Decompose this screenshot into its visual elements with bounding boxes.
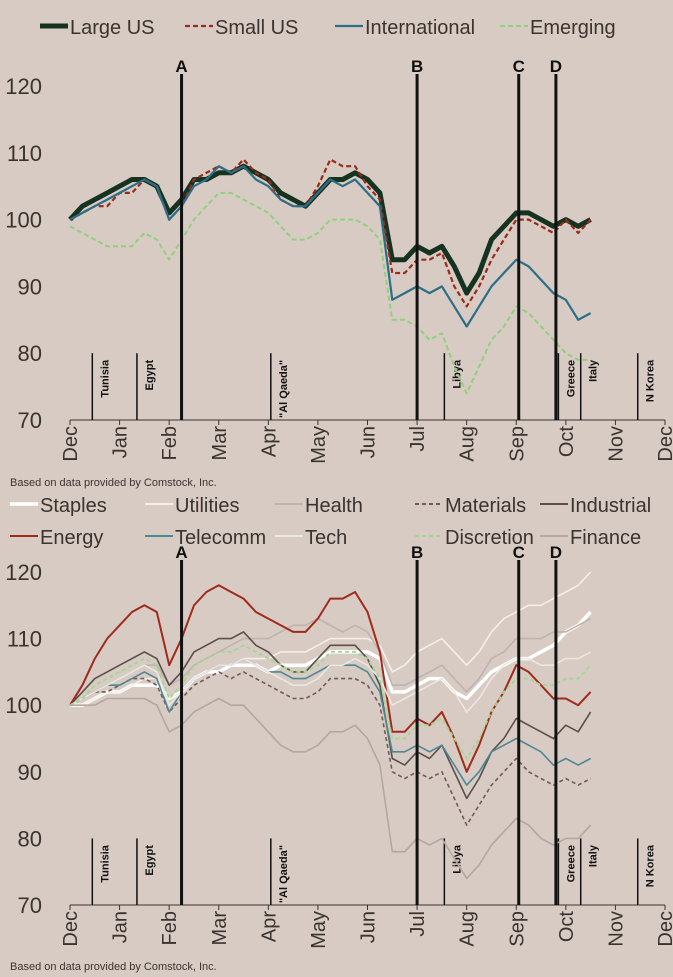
x-tick-label: Jun [358,911,380,943]
series-line-emerging [69,191,591,395]
x-tick-label: May [308,911,330,949]
x-tick-label: Aug [457,426,479,462]
x-tick-label: Aug [457,911,479,947]
event-label-b: B [411,57,423,76]
legend-label-materials: Materials [445,495,526,517]
y-tick-label: 70 [18,893,42,918]
event-label-d: D [550,543,562,562]
series-line-industrial [69,631,592,800]
legend-label-international: International [365,17,475,39]
legend-label-energy: Energy [40,527,103,549]
legend-label-tech: Tech [305,527,347,549]
legend-label-health: Health [305,495,363,517]
chart-panel-1: Large US Small US International Emerging 70 8… [5,17,673,489]
annotation-tunisia: Tunisia [99,844,111,883]
legend-label-discretion: Discretion [445,527,534,549]
annotation-italy: Italy [588,359,600,382]
x-tick-label: Jul [407,911,429,937]
x-tick-label: Jan [110,911,132,943]
annotation-egypt: Egypt [144,360,156,391]
legend-label-utilities: Utilities [175,495,239,517]
series-line-finance [70,697,592,880]
event-label-a: A [175,57,187,76]
legend-label-small-us: Small US [215,17,298,39]
annotation-al-qaeda: "Al Qaeda" [278,845,290,903]
event-label-c: C [513,57,525,76]
legend-label-staples: Staples [40,495,107,517]
source-note: Based on data provided by Comstock, Inc. [10,477,217,489]
annotation-libya: Libya [451,844,463,874]
event-label-c: C [513,543,525,562]
annotation-greece: Greece [565,845,577,882]
x-tick-label: Dec [655,911,673,947]
series-line-materials [69,671,591,826]
y-tick-label: 80 [18,341,42,366]
x-tick-label: Oct [556,911,578,943]
x-tick-label: Sep [506,911,528,947]
annotation-n-korea: N Korea [645,844,657,887]
x-tick-label: Mar [209,426,231,461]
y-tick-label: 90 [18,274,42,299]
event-label-d: D [550,57,562,76]
legend-label-industrial: Industrial [570,495,651,517]
x-tick-label: Nov [605,426,627,462]
series-line-international [69,165,592,328]
event-label-b: B [411,543,423,562]
y-tick-label: 120 [5,560,42,585]
annotation-egypt: Egypt [144,845,156,876]
x-tick-label: Jul [407,426,429,452]
x-tick-label: Sep [506,426,528,462]
chart-panel-2: Staples Utilities Health Materials Industria… [5,495,673,973]
x-tick-label: Mar [209,911,231,946]
x-tick-label: Apr [258,911,280,942]
x-tick-label: Jun [358,426,380,458]
x-tick-label: Jan [110,426,132,458]
annotation-tunisia: Tunisia [99,359,111,398]
y-tick-label: 80 [18,826,42,851]
y-tick-label: 120 [5,74,42,99]
x-tick-label: Oct [556,426,578,458]
series-line-discretion [69,644,592,760]
y-tick-label: 70 [18,408,42,433]
event-label-a: A [175,543,187,562]
y-tick-label: 90 [18,760,42,785]
y-tick-label: 110 [7,141,42,166]
legend-label-telecomm: Telecomm [175,527,266,549]
x-tick-label: Nov [605,911,627,947]
annotation-libya: Libya [451,359,463,389]
series-line-health [69,617,591,706]
annotation-italy: Italy [588,844,600,867]
legend-label-large-us: Large US [70,17,155,39]
x-tick-label: May [308,426,330,464]
annotation-n-korea: N Korea [645,359,657,402]
x-tick-label: Dec [60,911,82,947]
y-tick-label: 110 [7,627,42,652]
y-tick-label: 100 [5,208,42,233]
legend-label-emerging: Emerging [530,17,616,39]
x-tick-label: Dec [60,426,82,462]
y-tick-label: 100 [5,693,42,718]
annotation-greece: Greece [565,360,577,397]
source-note: Based on data provided by Comstock, Inc. [10,961,217,973]
legend-label-finance: Finance [570,527,641,549]
x-tick-label: Apr [258,426,280,457]
annotation-al-qaeda: "Al Qaeda" [278,360,290,418]
x-tick-label: Dec [655,426,673,462]
series-line-tech [69,651,591,713]
x-tick-label: Feb [159,911,181,945]
x-tick-label: Feb [159,426,181,460]
